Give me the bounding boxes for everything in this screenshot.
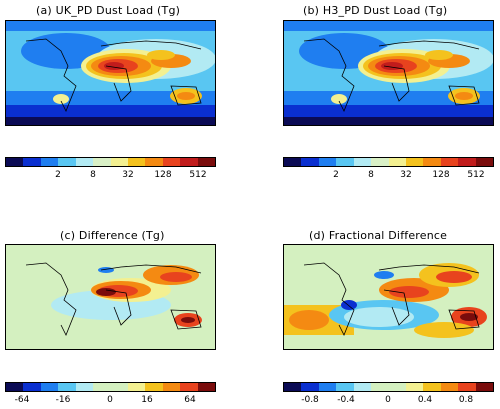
panel-a-title: (a) UK_PD Dust Load (Tg) <box>36 4 181 17</box>
colorbar-swatch <box>58 383 76 391</box>
colorbar-swatch <box>162 383 181 391</box>
colorbar-swatch <box>440 383 459 391</box>
panel-b-title: (b) H3_PD Dust Load (Tg) <box>303 4 448 17</box>
colorbar-a-tick: 512 <box>189 170 207 180</box>
colorbar-swatch <box>353 383 372 391</box>
colorbar-swatch <box>23 383 41 391</box>
colorbar-swatch <box>75 383 94 391</box>
colorbar-swatch <box>353 158 372 166</box>
colorbar-swatch <box>75 158 94 166</box>
colorbar-swatch <box>284 383 302 391</box>
map-panel-a <box>5 20 216 126</box>
panel-c-title: (c) Difference (Tg) <box>60 229 165 242</box>
colorbar-swatch <box>110 158 128 166</box>
colorbar-swatch <box>93 383 111 391</box>
colorbar-d-tick: 0.8 <box>458 395 474 405</box>
colorbar-swatch <box>23 158 41 166</box>
colorbar-swatch <box>301 158 319 166</box>
colorbar-swatch <box>475 383 494 391</box>
colorbar-swatch <box>6 158 24 166</box>
colorbar-swatch <box>58 158 76 166</box>
colorbar-swatch <box>371 158 389 166</box>
colorbar-swatch <box>197 158 216 166</box>
colorbar-d-tick: -0.8 <box>301 395 319 405</box>
colorbar-a-tick: 2 <box>55 170 61 180</box>
colorbar-swatch <box>440 158 459 166</box>
dust-load-map-a <box>6 21 215 125</box>
difference-map-c <box>6 245 215 349</box>
map-panel-b <box>283 20 494 126</box>
colorbar-swatch <box>458 383 476 391</box>
colorbar-swatch <box>6 383 24 391</box>
colorbar-swatch <box>423 383 441 391</box>
colorbar-a-tick: 128 <box>154 170 172 180</box>
colorbar-swatch <box>405 158 424 166</box>
colorbar-swatch <box>180 383 198 391</box>
colorbar-d-tick: 0 <box>385 395 391 405</box>
colorbar-swatch <box>162 158 181 166</box>
map-panel-c <box>5 244 216 350</box>
colorbar-c-tick: 16 <box>141 395 153 405</box>
colorbar-c <box>5 382 216 392</box>
colorbar-swatch <box>284 158 302 166</box>
colorbar-d <box>283 382 494 392</box>
colorbar-swatch <box>458 158 476 166</box>
colorbar-a <box>5 157 216 167</box>
fractional-difference-map-d <box>284 245 493 349</box>
colorbar-swatch <box>388 158 406 166</box>
colorbar-c-tick: 64 <box>184 395 196 405</box>
colorbar-swatch <box>197 383 216 391</box>
colorbar-swatch <box>423 158 441 166</box>
panel-d-title: (d) Fractional Difference <box>309 229 448 242</box>
colorbar-swatch <box>40 158 59 166</box>
colorbar-b <box>283 157 494 167</box>
colorbar-c-tick: 0 <box>107 395 113 405</box>
colorbar-a-tick: 32 <box>122 170 134 180</box>
colorbar-swatch <box>145 158 163 166</box>
dust-load-map-b <box>284 21 493 125</box>
colorbar-swatch <box>475 158 494 166</box>
colorbar-b-tick: 2 <box>333 170 339 180</box>
colorbar-d-tick: 0.4 <box>417 395 433 405</box>
map-panel-d <box>283 244 494 350</box>
colorbar-c-tick: -16 <box>55 395 71 405</box>
colorbar-swatch <box>318 158 337 166</box>
colorbar-swatch <box>40 383 59 391</box>
colorbar-a-tick: 8 <box>90 170 96 180</box>
colorbar-swatch <box>180 158 198 166</box>
colorbar-b-tick: 128 <box>432 170 450 180</box>
colorbar-d-tick: -0.4 <box>337 395 355 405</box>
colorbar-b-tick: 32 <box>400 170 412 180</box>
colorbar-c-tick: -64 <box>14 395 30 405</box>
colorbar-swatch <box>405 383 424 391</box>
colorbar-b-tick: 512 <box>467 170 485 180</box>
colorbar-swatch <box>336 158 354 166</box>
colorbar-swatch <box>318 383 337 391</box>
colorbar-swatch <box>301 383 319 391</box>
colorbar-swatch <box>127 158 146 166</box>
colorbar-swatch <box>127 383 146 391</box>
colorbar-b-tick: 8 <box>368 170 374 180</box>
colorbar-swatch <box>145 383 163 391</box>
colorbar-swatch <box>388 383 406 391</box>
colorbar-swatch <box>110 383 128 391</box>
colorbar-swatch <box>93 158 111 166</box>
colorbar-swatch <box>336 383 354 391</box>
colorbar-swatch <box>371 383 389 391</box>
